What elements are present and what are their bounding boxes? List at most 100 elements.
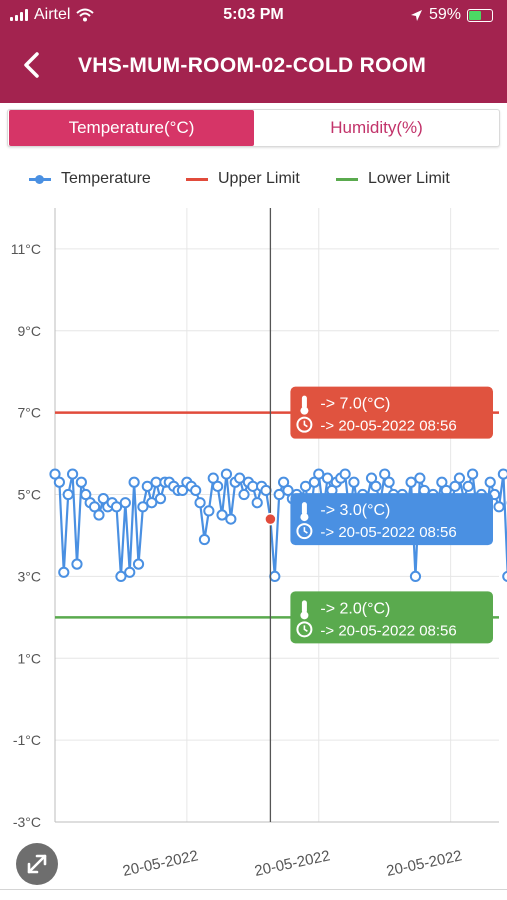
temperature-point (379, 468, 391, 480)
temperature-point (80, 488, 92, 501)
temperature-point (194, 497, 206, 509)
legend-swatch-upper-limit (186, 177, 208, 181)
thermometer-icon-bulb (300, 406, 309, 415)
temperature-point (207, 472, 219, 484)
temperature-point (132, 558, 145, 570)
temperature-point (277, 476, 290, 488)
temperature-point (62, 488, 74, 501)
location-arrow-icon (410, 9, 422, 21)
legend-swatch-temperature (29, 174, 51, 184)
legend-item-lower-limit[interactable]: Lower Limit (336, 170, 450, 188)
chart-legend: Temperature Upper Limit Lower Limit (0, 170, 507, 192)
temperature-point (110, 501, 123, 513)
status-right: 59% (410, 6, 493, 24)
temperature-point (141, 480, 153, 492)
temperature-point (370, 480, 382, 492)
temperature-point (484, 476, 496, 488)
temperature-point (269, 570, 281, 583)
temperature-point (75, 476, 87, 488)
clock-icon-hands (303, 527, 308, 534)
temperature-point (203, 505, 215, 517)
temperature-point (383, 476, 395, 488)
temperature-point (299, 480, 312, 492)
legend-label-lower-limit: Lower Limit (368, 170, 450, 187)
temperature-point (409, 570, 422, 583)
temperature-point (414, 472, 426, 484)
thermometer-icon-bulb (300, 611, 309, 620)
y-tick-label: 1°C (18, 650, 42, 666)
clock-icon-hands (303, 420, 308, 428)
tooltip-time: -> 20-05-2022 08:56 (320, 418, 456, 435)
tooltip-time: -> 20-05-2022 08:56 (320, 622, 456, 639)
expand-button[interactable] (16, 843, 58, 885)
temperature-point (405, 476, 417, 488)
temperature-point (282, 484, 294, 497)
temperature-point (339, 468, 351, 480)
status-time: 5:03 PM (223, 6, 284, 23)
temperature-point (234, 472, 246, 484)
temperature-point (137, 501, 149, 513)
battery-icon (467, 8, 493, 22)
temperature-point (93, 509, 105, 521)
temperature-point (220, 468, 233, 480)
temperature-point (225, 513, 237, 525)
temperature-point (502, 570, 507, 582)
bottom-divider (0, 889, 507, 890)
temperature-point (449, 480, 461, 492)
x-tick-label: 20-05-2022 (121, 847, 200, 880)
temperature-point (49, 468, 61, 480)
temperature-point (216, 509, 228, 521)
carrier-name: Airtel (34, 6, 71, 23)
tab-bar: Temperature(°C) Humidity(%) (7, 109, 500, 147)
y-tick-label: -3°C (13, 814, 41, 830)
y-tick-label: 11°C (11, 241, 41, 257)
clock-icon (296, 523, 313, 540)
temperature-point (273, 488, 285, 501)
temperature-point (462, 480, 474, 492)
tooltip-value: -> 3.0(°C) (320, 502, 390, 519)
legend-label-upper-limit: Upper Limit (218, 170, 300, 187)
signal-icon (10, 9, 28, 21)
tooltip-time: -> 20-05-2022 08:56 (320, 524, 456, 541)
tooltip-box (290, 493, 493, 546)
thermometer-icon (301, 502, 307, 516)
legend-item-upper-limit[interactable]: Upper Limit (186, 170, 300, 188)
temperature-point (453, 472, 466, 484)
chevron-left-icon[interactable] (18, 50, 48, 80)
temperature-point (71, 558, 83, 570)
temperature-point (497, 468, 507, 480)
temperature-point (154, 493, 167, 505)
temperature-point (146, 497, 158, 509)
temperature-point (493, 501, 505, 513)
temperature-point (66, 468, 79, 480)
tab-temperature[interactable]: Temperature(°C) (9, 110, 254, 146)
tab-humidity[interactable]: Humidity(%) (330, 118, 423, 137)
temperature-point (176, 484, 189, 497)
temperature-point (115, 570, 127, 583)
tooltip-box (290, 591, 493, 644)
app-header: Airtel 5:03 PM 59% VHS-MUM-ROOM-02-COLD … (0, 0, 507, 103)
temperature-point (260, 484, 272, 497)
temperature-point (53, 476, 65, 488)
y-tick-label: 3°C (18, 568, 42, 584)
legend-swatch-lower-limit (336, 177, 358, 181)
temperature-point (308, 476, 320, 488)
temperature-chart[interactable]: 11°C 9°C 7°C 5°C 3°C 1°C -1°C -3°C 20-05-2022 20-… (0, 200, 507, 880)
clock-icon (296, 621, 313, 638)
temperature-point (321, 472, 334, 484)
tooltip-value: -> 7.0(°C) (320, 396, 390, 413)
wifi-icon (76, 8, 95, 22)
legend-item-temperature[interactable]: Temperature (29, 170, 151, 188)
temperature-point (313, 468, 325, 480)
legend-label-temperature: Temperature (61, 170, 151, 187)
page-title: VHS-MUM-ROOM-02-COLD ROOM (78, 54, 427, 77)
y-tick-label: -1°C (13, 732, 41, 748)
status-bar: Airtel 5:03 PM 59% (0, 0, 507, 32)
clock-icon (296, 416, 313, 433)
temperature-point (128, 476, 140, 488)
y-tick-label: 5°C (18, 487, 42, 503)
temperature-point (88, 501, 101, 513)
tooltip-box (290, 386, 493, 439)
expand-arrows-icon (27, 854, 47, 874)
temperature-point (365, 472, 378, 484)
